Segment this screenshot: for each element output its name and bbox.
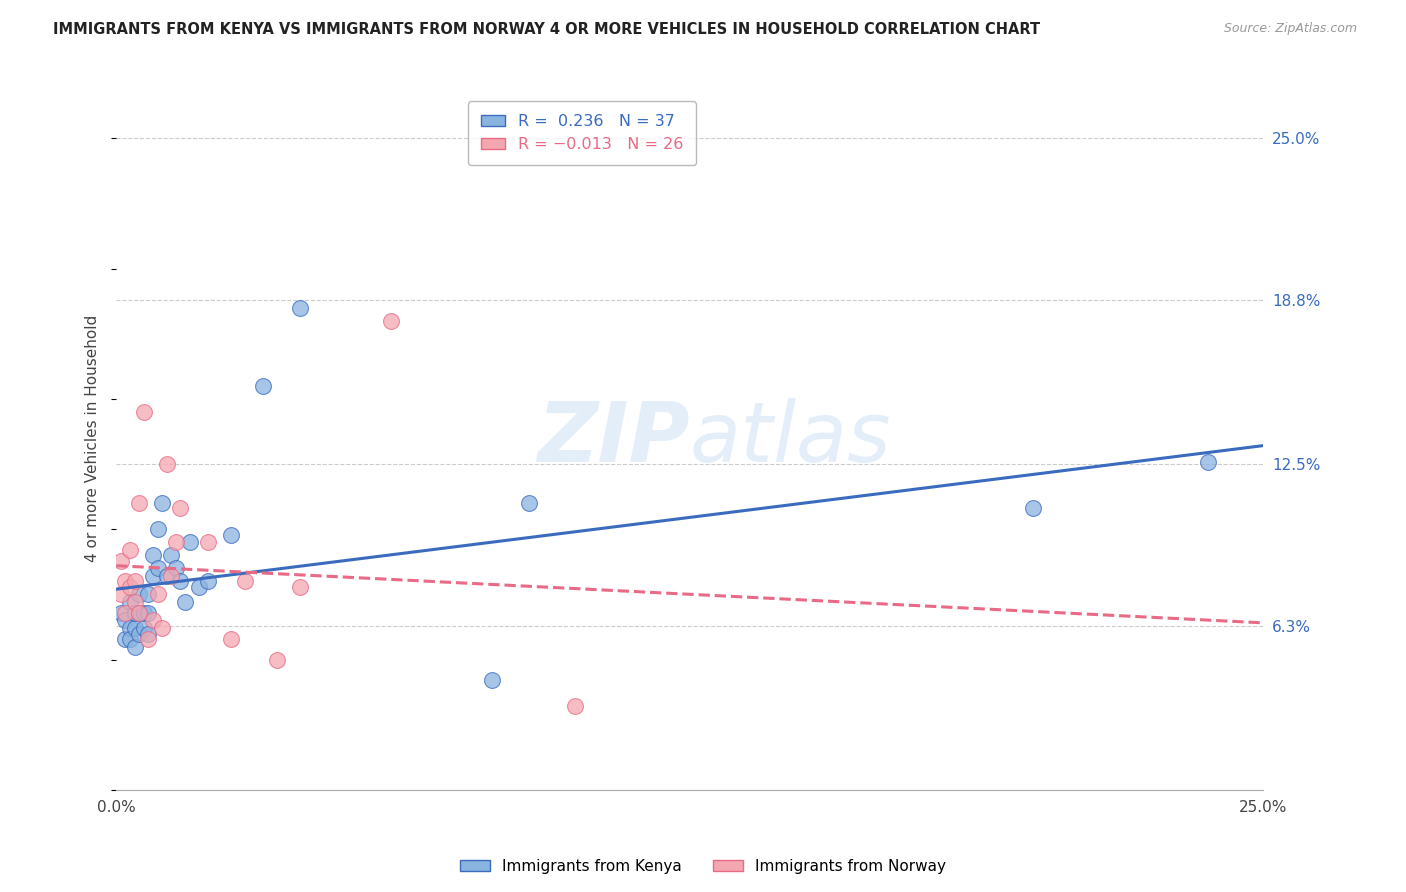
Point — [114, 606, 136, 620]
Y-axis label: 4 or more Vehicles in Household: 4 or more Vehicles in Household — [86, 315, 100, 562]
Point — [146, 561, 169, 575]
Point — [187, 580, 209, 594]
Point — [517, 496, 540, 510]
Point — [110, 553, 132, 567]
Point — [1197, 454, 1219, 468]
Point — [128, 606, 150, 620]
Point — [233, 574, 256, 589]
Point — [110, 606, 132, 620]
Legend: Immigrants from Kenya, Immigrants from Norway: Immigrants from Kenya, Immigrants from N… — [454, 853, 952, 880]
Point — [124, 606, 146, 620]
Point — [564, 699, 586, 714]
Point — [169, 501, 191, 516]
Point — [138, 587, 160, 601]
Point — [156, 457, 179, 471]
Point — [146, 587, 169, 601]
Point — [118, 595, 141, 609]
Point — [142, 569, 165, 583]
Point — [150, 496, 173, 510]
Point — [219, 527, 242, 541]
Point — [142, 614, 165, 628]
Point — [118, 632, 141, 646]
Point — [197, 535, 219, 549]
Point — [160, 549, 183, 563]
Text: IMMIGRANTS FROM KENYA VS IMMIGRANTS FROM NORWAY 4 OR MORE VEHICLES IN HOUSEHOLD : IMMIGRANTS FROM KENYA VS IMMIGRANTS FROM… — [53, 22, 1040, 37]
Text: Source: ZipAtlas.com: Source: ZipAtlas.com — [1223, 22, 1357, 36]
Point — [160, 569, 183, 583]
Point — [165, 535, 187, 549]
Point — [288, 301, 311, 315]
Point — [114, 574, 136, 589]
Point — [118, 621, 141, 635]
Point — [142, 549, 165, 563]
Point — [138, 606, 160, 620]
Point — [165, 561, 187, 575]
Legend: R =  0.236   N = 37, R = −0.013   N = 26: R = 0.236 N = 37, R = −0.013 N = 26 — [468, 102, 696, 165]
Point — [1022, 501, 1045, 516]
Point — [124, 640, 146, 654]
Point — [124, 621, 146, 635]
Point — [118, 543, 141, 558]
Point — [124, 595, 146, 609]
Point — [219, 632, 242, 646]
Point — [266, 652, 288, 666]
Point — [174, 595, 197, 609]
Point — [114, 614, 136, 628]
Point — [132, 621, 155, 635]
Point — [197, 574, 219, 589]
Point — [156, 569, 179, 583]
Point — [128, 606, 150, 620]
Point — [118, 580, 141, 594]
Point — [132, 606, 155, 620]
Point — [128, 587, 150, 601]
Text: atlas: atlas — [689, 398, 891, 479]
Point — [481, 673, 503, 688]
Point — [288, 580, 311, 594]
Point — [380, 314, 402, 328]
Point — [150, 621, 173, 635]
Point — [146, 522, 169, 536]
Point — [138, 626, 160, 640]
Point — [169, 574, 191, 589]
Point — [138, 632, 160, 646]
Point — [128, 496, 150, 510]
Point — [128, 626, 150, 640]
Point — [124, 574, 146, 589]
Point — [114, 632, 136, 646]
Point — [179, 535, 201, 549]
Point — [110, 587, 132, 601]
Point — [132, 405, 155, 419]
Point — [252, 379, 274, 393]
Text: ZIP: ZIP — [537, 398, 689, 479]
